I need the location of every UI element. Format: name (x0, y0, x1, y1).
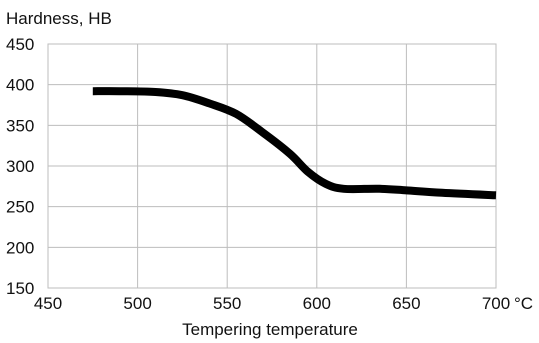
x-axis-unit: °C (514, 294, 533, 313)
tick-labels: 450 500 550 600 650 700 150 200 250 300 350 400 450 (6, 35, 510, 313)
x-tick-label: 600 (303, 294, 331, 313)
x-tick-label: 550 (213, 294, 241, 313)
grid (47, 43, 497, 289)
x-tick-label: 450 (34, 294, 62, 313)
y-axis-title: Hardness, HB (6, 9, 112, 28)
series-line (92, 87, 497, 200)
x-tick-label: 700 (482, 294, 510, 313)
x-tick-label: 650 (392, 294, 420, 313)
y-tick-label: 350 (6, 116, 34, 135)
y-tick-label: 450 (6, 35, 34, 54)
y-tick-label: 400 (6, 76, 34, 95)
plot-area-border (47, 43, 497, 289)
x-axis-title: Tempering temperature (182, 320, 358, 339)
y-tick-label: 150 (6, 279, 34, 298)
series-layer (92, 87, 497, 200)
y-tick-label: 250 (6, 198, 34, 217)
y-tick-label: 200 (6, 238, 34, 257)
y-tick-label: 300 (6, 157, 34, 176)
x-tick-label: 500 (123, 294, 151, 313)
